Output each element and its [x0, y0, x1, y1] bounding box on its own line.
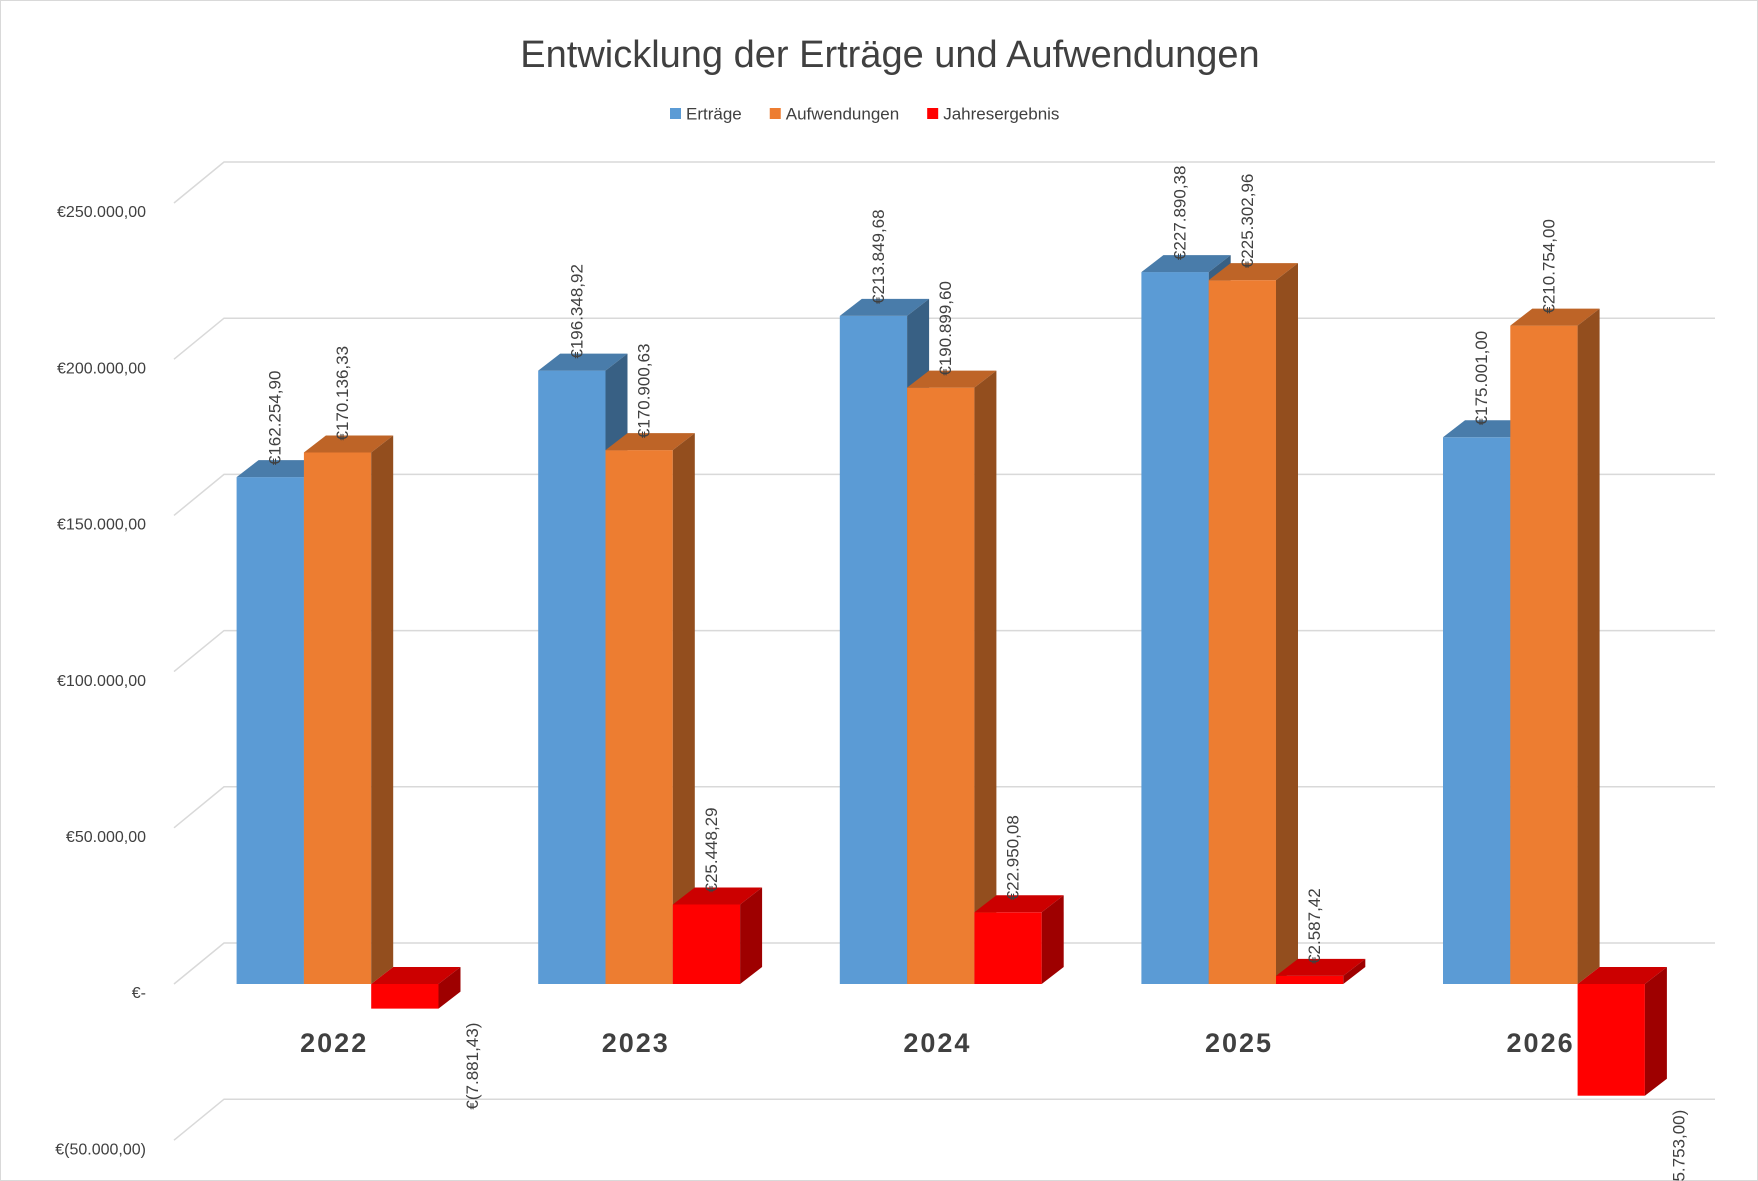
legend-swatch [670, 108, 681, 119]
x-tick-label: 2025 [1205, 1028, 1273, 1058]
bar-top [538, 353, 628, 371]
bar [839, 315, 908, 984]
chart-title: Entwicklung der Erträge und Aufwendungen [520, 34, 1259, 76]
data-label: €225.302,96 [1238, 174, 1257, 269]
bar [236, 477, 304, 984]
data-label: €170.900,63 [635, 344, 654, 439]
bar-top [1510, 308, 1600, 326]
x-tick-label: 2026 [1507, 1028, 1575, 1058]
bar [538, 370, 606, 985]
legend: Erträge Aufwendungen Jahresergebnis [670, 104, 1059, 123]
bar [672, 904, 741, 984]
x-tick-label: 2024 [903, 1028, 971, 1058]
bar-top [236, 460, 326, 478]
bar-side [1041, 895, 1064, 984]
data-label: €(35.753,00) [1669, 1110, 1688, 1181]
y-tick-label: €200.000,00 [57, 360, 146, 377]
y-tick-label: €(50.000,00) [55, 1141, 146, 1158]
data-label: €170.136,33 [333, 346, 352, 441]
legend-label: Jahresergebnis [943, 104, 1059, 123]
bar-top [672, 887, 763, 905]
bar-top [605, 433, 695, 451]
bar-side [1276, 263, 1298, 984]
bar-top [303, 435, 394, 453]
y-tick-label: €150.000,00 [57, 517, 146, 534]
bar-side [672, 433, 695, 984]
legend-swatch [927, 108, 939, 119]
bar [1577, 984, 1645, 1096]
bar [1510, 325, 1578, 984]
bar [605, 450, 673, 984]
y-tick-label: €- [132, 985, 146, 1002]
bar [303, 452, 372, 984]
x-tick-label: 2022 [300, 1028, 368, 1058]
data-label: €25.448,29 [702, 807, 721, 892]
bar [907, 387, 975, 984]
legend-label: Aufwendungen [786, 104, 899, 123]
bar-side [974, 370, 997, 984]
x-tick-label: 2023 [602, 1028, 670, 1058]
data-label: €196.348,92 [567, 264, 586, 359]
bar [371, 984, 439, 1009]
data-label: €22.950,08 [1004, 815, 1023, 900]
grid-line [173, 161, 1715, 204]
bar-side [1577, 308, 1600, 984]
legend-label: Erträge [686, 104, 742, 123]
y-tick-label: €250.000,00 [57, 204, 146, 221]
bar [1276, 975, 1344, 984]
data-label: €227.890,38 [1171, 166, 1190, 261]
y-tick-label: €50.000,00 [66, 829, 146, 846]
bar [974, 912, 1042, 984]
bar-side [1644, 967, 1667, 1096]
bar-top [1577, 967, 1667, 984]
bar-top [1443, 420, 1533, 438]
bar-side [1343, 958, 1366, 984]
data-label: €162.254,90 [266, 371, 285, 466]
legend-swatch [769, 108, 781, 119]
data-label: €190.899,60 [936, 281, 955, 376]
bar-top [974, 895, 1064, 913]
bar-top [371, 967, 461, 984]
data-label: €(7.881,43) [463, 1023, 482, 1110]
bar-top [1141, 255, 1231, 273]
bar [1443, 437, 1511, 984]
data-label: €213.849,68 [869, 209, 888, 304]
grid-line [173, 1098, 1715, 1141]
bar-top [1208, 263, 1298, 281]
data-label: €175.001,00 [1472, 331, 1491, 426]
bar-side [740, 887, 763, 984]
bar-side [371, 435, 394, 984]
bar-side [438, 967, 461, 1009]
bar-top [907, 370, 997, 388]
y-tick-label: €100.000,00 [57, 673, 146, 690]
bar [1141, 272, 1209, 985]
bar-top [839, 298, 930, 316]
data-label: €2.587,42 [1305, 888, 1324, 964]
bar [1208, 280, 1276, 984]
data-label: €210.754,00 [1539, 219, 1558, 314]
bar-top [1276, 958, 1366, 976]
